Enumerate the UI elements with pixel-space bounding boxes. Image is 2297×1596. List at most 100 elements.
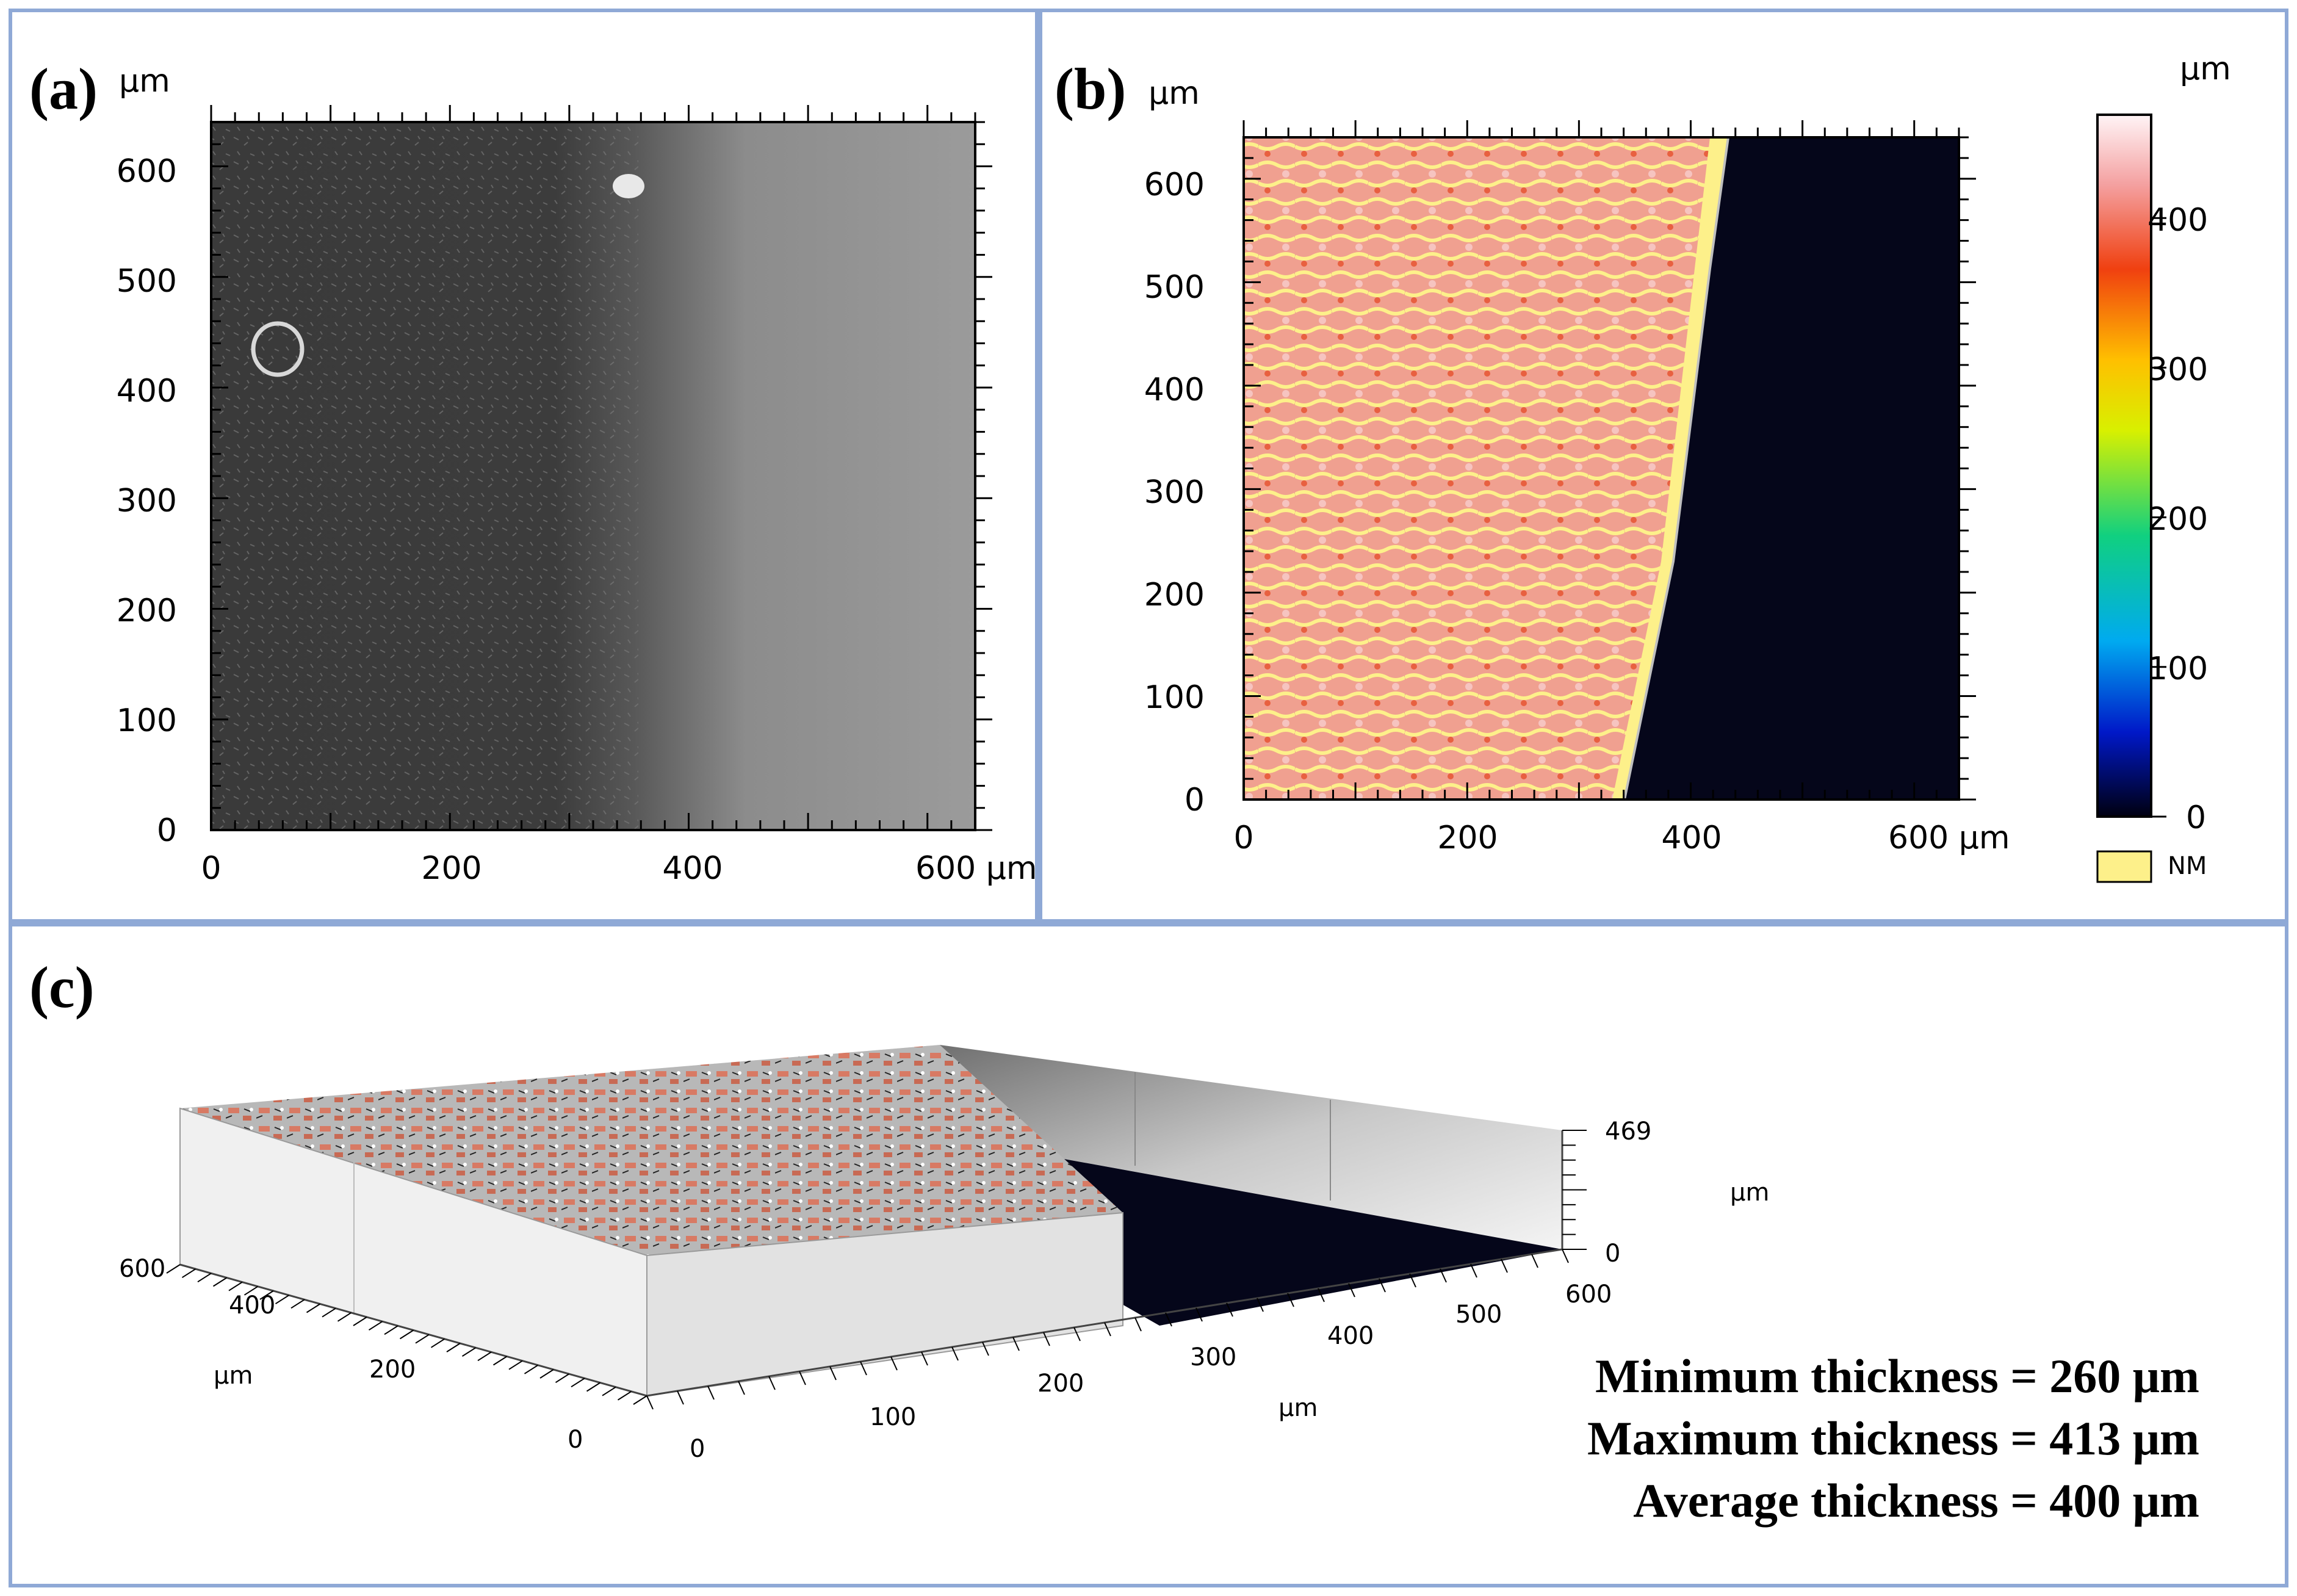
tick-mark [860, 1361, 867, 1376]
panel-b-letter: (b) [1055, 56, 1127, 121]
panel-b: (b) µm [1035, 9, 2288, 926]
colorbar-tick: 100 [2147, 651, 2208, 687]
panel-a-y-tick: 300 [117, 483, 177, 519]
tick-mark [617, 1390, 632, 1401]
tick-mark [646, 1395, 654, 1410]
panel-b-plot: µm 0 200 400 600 µm 0 100 200 300 400 50… [1144, 51, 2231, 883]
tick-mark [243, 1285, 259, 1296]
panel-c-left-tick: 0 [568, 1426, 583, 1454]
tick-mark [586, 1382, 601, 1392]
colorbar-tick: 200 [2147, 501, 2208, 538]
tick-mark [430, 1338, 445, 1348]
panel-c-bottom-tick: 400 [1327, 1322, 1374, 1350]
tick-mark [768, 1376, 776, 1390]
tick-mark [1287, 1293, 1294, 1307]
panel-b-x-tick-labels: 0 200 400 600 µm [1233, 820, 2010, 856]
panel-a-unit-label: µm [119, 63, 170, 99]
tick-mark [1379, 1278, 1386, 1293]
tick-mark [829, 1366, 837, 1381]
panel-a-y-tick: 600 [117, 153, 177, 190]
tick-mark [1470, 1263, 1477, 1278]
tick-mark [492, 1356, 508, 1366]
tick-mark [982, 1341, 989, 1356]
panel-b-interface-line [1623, 137, 1729, 800]
tick-mark [1073, 1327, 1081, 1341]
tick-mark [368, 1321, 383, 1331]
panel-b-x-tick: 600 µm [1888, 820, 2010, 856]
tick-mark [197, 1273, 212, 1283]
panel-a-y-tick: 0 [157, 812, 177, 849]
tick-mark [306, 1303, 321, 1313]
panel-a-y-tick-labels: 0 100 200 300 400 500 600 [117, 153, 177, 849]
thickness-summary: Minimum thickness = 260 μm Maximum thick… [1587, 1345, 2199, 1532]
panel-c-bottom-tick: 300 [1190, 1343, 1236, 1371]
panel-c: (c) [9, 919, 2288, 1587]
panel-a-letter: (a) [29, 56, 98, 121]
tick-mark [1043, 1332, 1050, 1346]
tick-mark [259, 1290, 274, 1300]
tick-mark [337, 1312, 352, 1322]
panel-c-back-right-wall [940, 1045, 1562, 1249]
tick-mark [446, 1343, 461, 1352]
panel-b-y-tick: 100 [1144, 679, 1205, 716]
panel-c-z-unit: µm [1730, 1179, 1769, 1207]
panel-b-y-tick: 0 [1185, 782, 1205, 818]
panel-b-y-tick: 200 [1144, 577, 1205, 613]
tick-mark [477, 1351, 492, 1362]
tick-mark [677, 1390, 684, 1405]
tick-mark [415, 1334, 430, 1344]
panel-a: (a) µm 0 200 400 600 µm [9, 9, 1042, 926]
panel-a-pore [251, 321, 305, 377]
tick-mark [290, 1299, 305, 1309]
panel-c-left-tick: 200 [369, 1356, 416, 1384]
tick-mark [539, 1369, 554, 1379]
panel-c-bottom-tick: 500 [1455, 1301, 1502, 1329]
panel-b-unit-label: µm [1148, 75, 1200, 112]
tick-mark [890, 1356, 898, 1371]
panel-c-substrate-floor [940, 1136, 1562, 1326]
panel-a-x-tick: 0 [201, 850, 221, 887]
panel-a-bright-spot [613, 174, 644, 198]
panel-c-bottom-tick: 100 [870, 1403, 916, 1431]
panel-a-x-tick: 600 µm [915, 850, 1037, 887]
panel-c-left-unit: µm [214, 1362, 253, 1390]
panel-c-coating-front-right [646, 1211, 1123, 1397]
tick-mark [1562, 1249, 1569, 1263]
tick-mark [1409, 1273, 1416, 1288]
tick-mark [1440, 1268, 1447, 1283]
panel-b-x-tick: 200 [1437, 820, 1498, 856]
panel-a-x-tick: 200 [421, 850, 481, 887]
tick-mark [1226, 1302, 1233, 1317]
minimum-thickness: Minimum thickness = 260 μm [1595, 1349, 2199, 1403]
tick-mark [1195, 1307, 1203, 1322]
panel-b-y-tick: 500 [1144, 269, 1205, 306]
colorbar-tick-labels: 0 100 200 300 400 [2147, 202, 2208, 836]
nm-legend-label: NM [2168, 852, 2207, 880]
colorbar-tick: 400 [2147, 202, 2208, 239]
tick-mark [1134, 1317, 1142, 1332]
tick-mark [633, 1395, 647, 1405]
panel-a-x-tick: 400 [662, 850, 723, 887]
tick-mark [353, 1316, 367, 1326]
tick-mark [1531, 1254, 1538, 1268]
tick-mark [555, 1373, 570, 1384]
tick-mark [275, 1294, 290, 1305]
panel-c-ticks [166, 1130, 1587, 1410]
panel-c-letter: (c) [29, 955, 95, 1020]
panel-a-ticks [210, 105, 992, 831]
tick-mark [166, 1264, 181, 1274]
tick-mark [951, 1346, 959, 1361]
tick-mark [508, 1360, 523, 1370]
panel-a-y-tick: 500 [117, 263, 177, 300]
tick-mark [1501, 1258, 1508, 1273]
tick-mark [707, 1385, 715, 1400]
tick-mark [228, 1281, 243, 1291]
colorbar-unit-label: µm [2180, 51, 2231, 87]
tick-mark [738, 1381, 745, 1395]
tick-mark [384, 1325, 398, 1335]
panel-c-z-tick: 469 [1605, 1118, 1651, 1146]
panel-a-y-tick: 400 [117, 373, 177, 410]
tick-mark [181, 1268, 197, 1279]
panel-b-x-tick: 400 [1661, 820, 1722, 856]
panel-b-coating-region [1244, 137, 1710, 800]
